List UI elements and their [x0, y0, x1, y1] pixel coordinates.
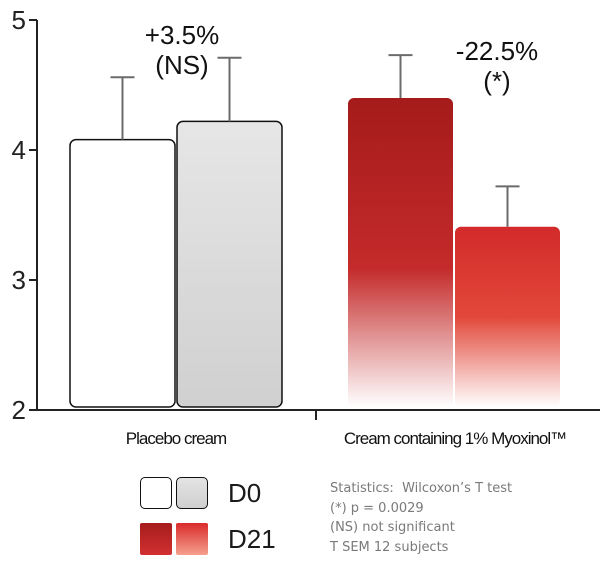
note-line: T SEM 12 subjects — [330, 539, 449, 555]
bar-d21-placebo — [176, 120, 283, 408]
note-line: Statistics: Wilcoxon’s T test — [330, 481, 513, 496]
legend-label-d21: D21 — [228, 523, 276, 554]
legend-swatch-d0-myoxinol — [176, 477, 208, 509]
bar-d0-placebo — [69, 138, 176, 408]
x-category-label: Placebo cream — [126, 429, 227, 448]
legend-item-d21: D21 — [140, 522, 276, 556]
note-line: (NS) not significant — [330, 520, 455, 535]
error-bars — [110, 54, 520, 227]
legend-item-d0: D0 — [140, 476, 261, 510]
bar-chart: 2 3 4 5 Placebo cream Cream containing 1% My… — [12, 5, 600, 448]
bars — [69, 98, 560, 408]
legend-swatch-d21-placebo — [140, 523, 172, 555]
y-tick-label: 5 — [12, 5, 26, 35]
y-tick-label: 3 — [12, 265, 26, 295]
bar-d0-myoxinol — [348, 98, 453, 407]
y-tick-labels: 2 3 4 5 — [12, 5, 26, 425]
statistics-notes: Statistics: Wilcoxon’s T test (*) p = 0.… — [330, 479, 512, 557]
x-category-labels: Placebo cream Cream containing 1% Myoxino… — [126, 429, 567, 448]
annotations: +3.5%(NS) -22.5%(*) — [145, 20, 538, 96]
annotation-label: (*) — [483, 66, 510, 96]
annotation-label: +3.5% — [145, 20, 219, 50]
legend-swatch-d0-placebo — [140, 477, 172, 509]
legend-label-d0: D0 — [228, 477, 262, 508]
annotation-label: (NS) — [155, 50, 208, 80]
y-tick-label: 4 — [12, 135, 26, 165]
legend: D0 D21 — [140, 476, 320, 556]
legend-swatch-d21-myoxinol — [176, 523, 208, 555]
annotation-label: -22.5% — [456, 36, 538, 66]
axes — [29, 19, 600, 420]
x-category-label: Cream containing 1% Myoxinol™ — [344, 429, 566, 448]
note-line: (*) p = 0.0029 — [330, 500, 424, 516]
bar-d21-myoxinol — [455, 226, 560, 407]
y-tick-label: 2 — [12, 395, 26, 425]
